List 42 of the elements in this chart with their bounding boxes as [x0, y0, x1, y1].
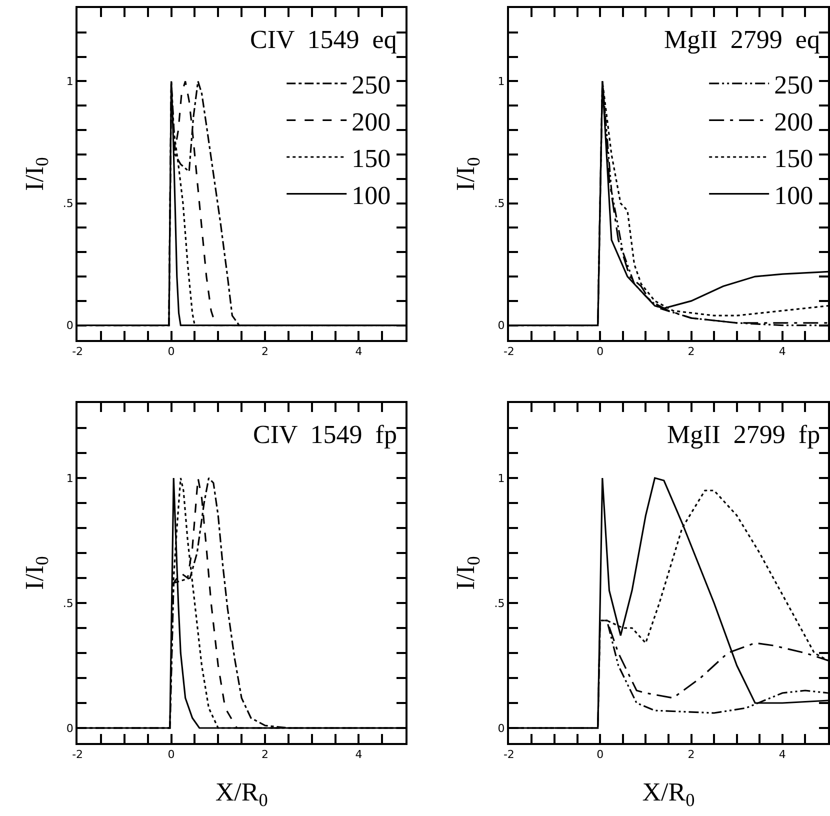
y-tick-label: .5: [62, 197, 74, 210]
x-tick-label: 4: [355, 748, 362, 762]
x-tick-label: 2: [688, 748, 695, 762]
x-tick-label: 0: [168, 748, 175, 762]
x-tick-label: 0: [168, 345, 175, 358]
legend-label: 100: [774, 180, 814, 210]
x-tick-label: -2: [503, 345, 514, 358]
x-tick-label: 0: [596, 345, 604, 358]
y-tick-label: 1: [66, 75, 74, 88]
x-tick-label: -2: [503, 748, 514, 762]
legend-label: 250: [352, 70, 391, 100]
legend-label: 150: [352, 144, 391, 174]
y-tick-label: .5: [494, 197, 505, 210]
legend-label: 200: [352, 107, 391, 136]
x-tick-label: 4: [355, 345, 362, 358]
y-tick-label: 0: [66, 722, 74, 735]
x-axis-title: X/R$_{0}$: [642, 777, 695, 810]
y-tick-label: 0: [66, 319, 74, 332]
y-tick-label: 1: [66, 472, 74, 485]
x-tick-label: -2: [72, 345, 84, 358]
x-tick-label: 4: [778, 345, 786, 358]
legend-label: 200: [774, 107, 814, 136]
x-tick-label: -2: [72, 748, 84, 762]
x-tick-label: 4: [778, 748, 786, 762]
y-tick-label: .5: [62, 596, 74, 610]
x-tick-label: 2: [688, 345, 695, 358]
text: CIV 1549 eq: [250, 25, 397, 54]
legend-label: 150: [774, 144, 814, 174]
legend-label: 100: [352, 180, 391, 210]
x-axis-title: X/R$_{0}$: [215, 777, 268, 810]
text: CIV 1549 fp: [253, 420, 397, 449]
y-tick-label: 0: [498, 722, 505, 735]
text: MgII 2799 eq: [664, 25, 820, 54]
text: MgII 2799 fp: [667, 420, 820, 449]
legend-label: 250: [774, 70, 814, 100]
y-tick-label: 1: [498, 75, 505, 88]
x-tick-label: 2: [262, 748, 268, 762]
x-tick-label: 2: [262, 345, 268, 358]
y-tick-label: 1: [498, 472, 505, 485]
y-tick-label: 0: [498, 319, 505, 332]
y-tick-label: .5: [494, 596, 505, 610]
x-tick-label: 0: [596, 748, 604, 762]
